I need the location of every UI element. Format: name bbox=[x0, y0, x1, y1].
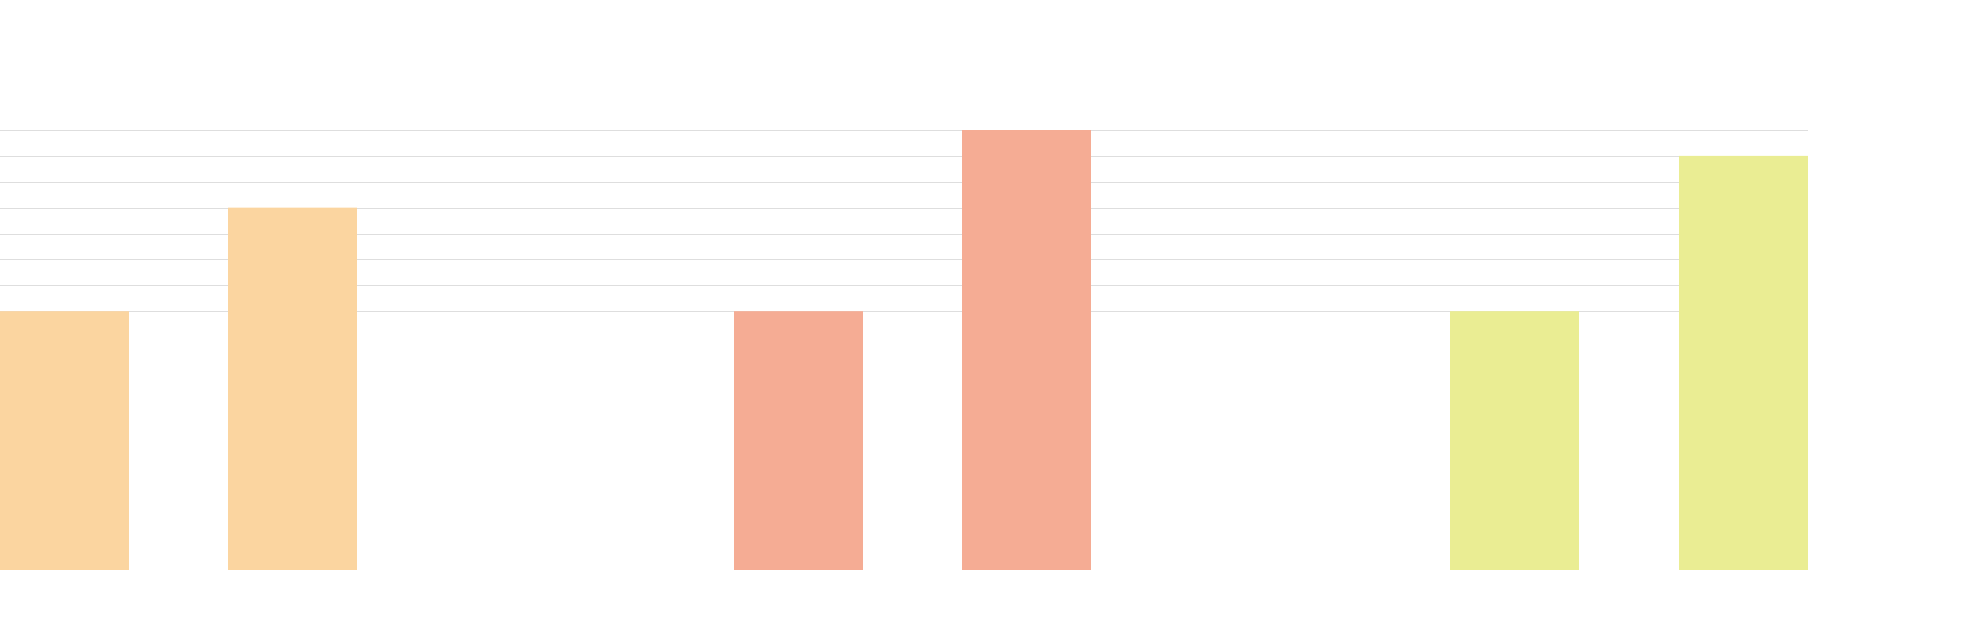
bar-group-1-bar-2 bbox=[228, 207, 357, 570]
bar-group-2-bar-2 bbox=[962, 130, 1091, 570]
bar-group-3-bar-1 bbox=[1450, 311, 1579, 570]
bar-group-3-bar-2 bbox=[1679, 155, 1808, 570]
bar-group-2-bar-1 bbox=[734, 311, 863, 570]
bars bbox=[0, 130, 1808, 570]
bar-group-1-bar-1 bbox=[0, 311, 129, 570]
